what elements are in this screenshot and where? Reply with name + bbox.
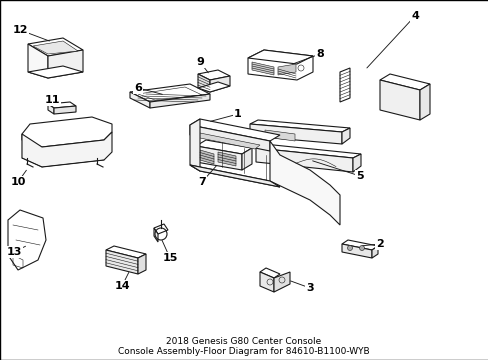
Polygon shape <box>260 272 273 292</box>
Polygon shape <box>256 148 352 172</box>
Polygon shape <box>28 38 83 56</box>
Polygon shape <box>352 154 360 172</box>
Polygon shape <box>150 94 209 108</box>
Text: 6: 6 <box>134 83 142 93</box>
Polygon shape <box>251 62 273 75</box>
Polygon shape <box>249 124 341 144</box>
Text: 3: 3 <box>305 283 313 293</box>
Polygon shape <box>154 228 158 242</box>
Polygon shape <box>48 104 54 114</box>
Text: 4: 4 <box>410 11 418 21</box>
Polygon shape <box>196 140 251 154</box>
Polygon shape <box>28 44 48 78</box>
Polygon shape <box>22 132 112 167</box>
Text: 13: 13 <box>6 247 21 257</box>
Text: 14: 14 <box>114 281 129 291</box>
Circle shape <box>347 246 352 251</box>
Polygon shape <box>48 50 83 78</box>
Polygon shape <box>190 125 269 151</box>
Polygon shape <box>8 210 46 270</box>
Text: Console Assembly-Floor Diagram for 84610-B1100-WYB: Console Assembly-Floor Diagram for 84610… <box>118 347 369 356</box>
Text: 7: 7 <box>198 177 205 187</box>
Polygon shape <box>190 165 280 187</box>
Polygon shape <box>278 64 295 75</box>
Polygon shape <box>195 133 260 149</box>
Polygon shape <box>341 244 371 258</box>
Circle shape <box>359 246 364 251</box>
Polygon shape <box>198 70 229 80</box>
Polygon shape <box>54 106 76 114</box>
Polygon shape <box>341 240 377 250</box>
Text: 9: 9 <box>196 57 203 67</box>
Polygon shape <box>28 66 83 78</box>
Text: 2: 2 <box>375 239 383 249</box>
Polygon shape <box>260 268 280 278</box>
Polygon shape <box>269 141 339 225</box>
Polygon shape <box>48 102 76 108</box>
Polygon shape <box>198 82 229 92</box>
Polygon shape <box>138 254 146 274</box>
Polygon shape <box>218 152 236 166</box>
Polygon shape <box>247 50 312 80</box>
Polygon shape <box>106 246 146 258</box>
Text: 12: 12 <box>12 25 28 35</box>
Polygon shape <box>341 128 349 144</box>
Polygon shape <box>379 80 419 120</box>
Polygon shape <box>198 74 209 92</box>
Text: 2018 Genesis G80 Center Console: 2018 Genesis G80 Center Console <box>166 338 321 346</box>
Polygon shape <box>22 117 112 147</box>
Polygon shape <box>200 150 214 164</box>
Polygon shape <box>339 68 349 102</box>
Polygon shape <box>371 246 377 258</box>
Polygon shape <box>130 92 150 108</box>
Text: 15: 15 <box>162 253 177 263</box>
Polygon shape <box>379 74 429 90</box>
Polygon shape <box>154 224 168 234</box>
Polygon shape <box>247 50 312 64</box>
Text: 1: 1 <box>234 109 242 119</box>
Polygon shape <box>130 84 209 102</box>
Text: 5: 5 <box>355 171 363 181</box>
Polygon shape <box>256 144 360 158</box>
Polygon shape <box>190 119 200 171</box>
Polygon shape <box>419 84 429 120</box>
Text: 11: 11 <box>44 95 60 105</box>
Polygon shape <box>242 148 251 170</box>
Text: 10: 10 <box>10 177 26 187</box>
Polygon shape <box>190 165 280 187</box>
Polygon shape <box>196 146 242 170</box>
Polygon shape <box>249 120 349 132</box>
Polygon shape <box>33 41 78 54</box>
Polygon shape <box>273 272 289 292</box>
Polygon shape <box>209 76 229 92</box>
Text: 8: 8 <box>315 49 323 59</box>
Polygon shape <box>106 250 138 274</box>
Polygon shape <box>190 119 280 141</box>
Polygon shape <box>264 130 294 141</box>
